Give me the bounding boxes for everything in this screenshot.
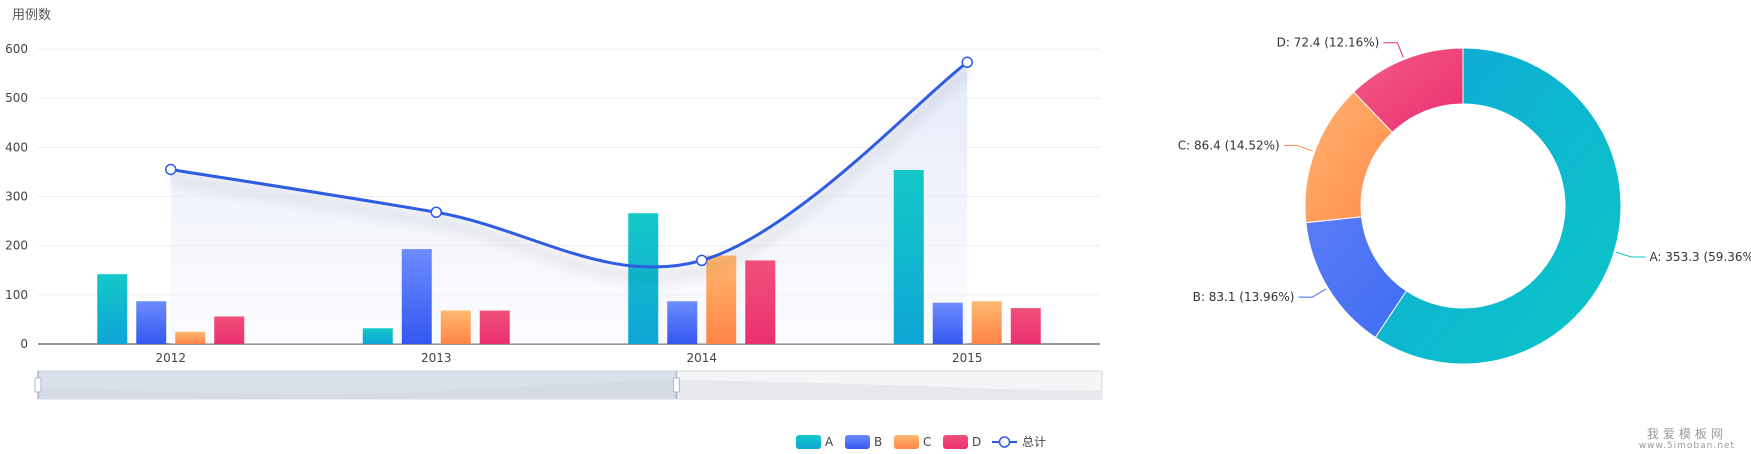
donut-label-C: C: 86.4 (14.52%) [1178, 139, 1280, 153]
legend-label-A[interactable]: A [825, 435, 834, 449]
total-point-2014[interactable] [696, 254, 708, 267]
data-zoom-slider[interactable] [34, 370, 1103, 400]
watermark: 我爱模板网 www.5imoban.net [1639, 425, 1735, 451]
y-tick-label: 0 [20, 337, 28, 351]
bar-A-2014[interactable] [628, 213, 659, 344]
x-tick-label: 2015 [952, 351, 983, 365]
y-tick-label: 600 [5, 42, 28, 56]
watermark-cn: 我爱模板网 [1646, 427, 1727, 441]
donut-leader-C [1283, 145, 1313, 152]
y-tick-labels: 0 100 200 300 400 500 600 [5, 42, 28, 351]
y-tick-label: 200 [5, 239, 28, 253]
bar-B-2015[interactable] [932, 302, 963, 344]
legend-label-C[interactable]: C [923, 435, 931, 449]
x-tick-labels: 2012 2013 2014 2015 [155, 351, 982, 365]
combo-chart: 用例数 0 100 200 300 400 500 600 2012 2013 2014 2015 [5, 8, 1100, 365]
bar-A-2013[interactable] [362, 328, 393, 344]
data-zoom-selected-range[interactable] [38, 371, 677, 399]
x-tick-label: 2014 [686, 351, 717, 365]
y-axis-title: 用例数 [12, 8, 51, 23]
legend: A B C D 总计 [796, 435, 1046, 449]
bars [97, 169, 1041, 345]
bar-D-2012[interactable] [214, 316, 245, 344]
zoom-handle-start[interactable] [34, 377, 42, 393]
bar-B-2012[interactable] [136, 301, 167, 344]
total-point-2015[interactable] [961, 56, 973, 69]
bar-D-2015[interactable] [1010, 308, 1041, 344]
legend-label-B[interactable]: B [874, 435, 882, 449]
bar-B-2013[interactable] [401, 249, 432, 344]
donut-slice-D[interactable] [1352, 47, 1464, 134]
zoom-handle-end[interactable] [672, 377, 680, 393]
total-line-path [170, 61, 969, 269]
donut-chart: A: 353.3 (59.36%) B: 83.1 (13.96%) C: 86.4… [1178, 36, 1751, 365]
watermark-url: www.5imoban.net [1638, 441, 1735, 451]
bar-C-2015[interactable] [971, 301, 1002, 344]
bar-A-2012[interactable] [97, 274, 128, 344]
donut-leader-A [1615, 251, 1646, 258]
total-point-2012[interactable] [165, 163, 177, 176]
legend-swatch-B[interactable] [845, 435, 870, 449]
y-tick-label: 300 [5, 190, 28, 204]
bar-A-2015[interactable] [893, 169, 924, 344]
y-tick-label: 100 [5, 288, 28, 302]
bar-D-2014[interactable] [745, 260, 776, 344]
y-tick-label: 400 [5, 140, 28, 154]
donut-label-A: A: 353.3 (59.36%) [1649, 250, 1751, 264]
legend-marker-total[interactable] [998, 436, 1011, 448]
donut-slice-A[interactable] [1374, 47, 1622, 365]
legend-swatch-D[interactable] [943, 435, 968, 449]
x-tick-label: 2012 [155, 351, 186, 365]
bar-D-2013[interactable] [479, 310, 510, 344]
total-line [165, 56, 973, 269]
legend-label-D[interactable]: D [972, 435, 981, 449]
total-area [170, 62, 968, 345]
y-tick-label: 500 [5, 91, 28, 105]
legend-label-total[interactable]: 总计 [1022, 435, 1046, 449]
bar-B-2014[interactable] [667, 301, 698, 344]
legend-swatch-A[interactable] [796, 435, 821, 449]
bar-C-2014[interactable] [706, 255, 737, 345]
bar-C-2013[interactable] [440, 310, 471, 344]
donut-label-D: D: 72.4 (12.16%) [1277, 36, 1380, 50]
total-area-fill [170, 62, 968, 345]
donut-label-B: B: 83.1 (13.96%) [1193, 290, 1295, 304]
donut-leader-D [1383, 42, 1404, 58]
x-tick-label: 2013 [421, 351, 452, 365]
bar-C-2012[interactable] [175, 331, 206, 344]
legend-swatch-C[interactable] [894, 435, 919, 449]
total-point-2013[interactable] [430, 206, 442, 218]
donut-leader-B [1298, 288, 1327, 298]
